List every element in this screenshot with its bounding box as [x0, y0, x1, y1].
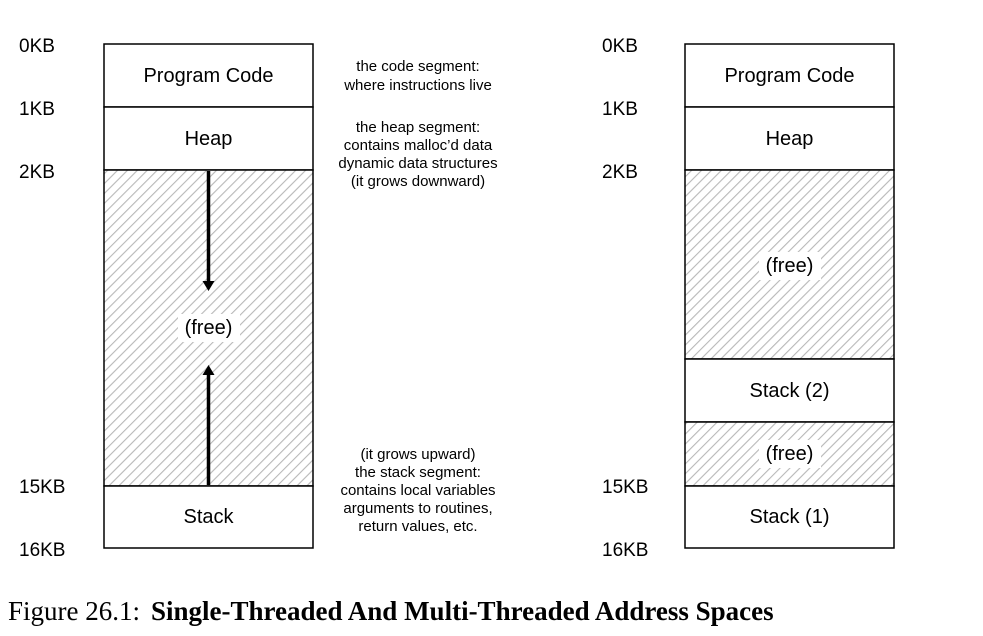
- annotation-line: the stack segment:: [355, 464, 481, 481]
- annotation-line: where instructions live: [343, 77, 492, 94]
- free-label-background: [759, 440, 821, 468]
- address-label-16kb: 16KB: [602, 540, 648, 561]
- annotation-line: arguments to routines,: [343, 500, 492, 517]
- heap-segment-label: Heap: [185, 128, 233, 150]
- address-label-15kb: 15KB: [602, 477, 648, 498]
- address-label-2kb: 2KB: [602, 162, 638, 183]
- heap-segment: [103, 106, 314, 171]
- code-segment: [684, 43, 895, 108]
- stack-2-segment: [684, 358, 895, 423]
- annotation-line: contains malloc’d data: [344, 137, 493, 154]
- stack-2-segment-label: Stack (2): [749, 380, 829, 402]
- annotation-line: the code segment:: [356, 58, 479, 75]
- address-label-0kb: 0KB: [19, 36, 55, 57]
- free-region-label: (free): [185, 317, 233, 339]
- annotation-line: return values, etc.: [358, 518, 477, 535]
- figure-caption: Figure 26.1: Single-Threaded And Multi-T…: [8, 596, 774, 626]
- multi-threaded-address-space: 0KB 1KB 2KB 15KB 16KB Program Code Heap …: [602, 36, 895, 561]
- stack-1-segment-label: Stack (1): [749, 506, 829, 528]
- address-label-15kb: 15KB: [19, 477, 65, 498]
- heap-segment-label: Heap: [766, 128, 814, 150]
- free-label-background: [178, 314, 240, 342]
- heap-segment-annotation: the heap segment: contains malloc’d data…: [338, 119, 497, 190]
- address-label-1kb: 1KB: [19, 99, 55, 120]
- free-label-background: [759, 252, 821, 280]
- annotation-line: contains local variables: [340, 482, 495, 499]
- heap-segment: [684, 106, 895, 171]
- caption-title: Single-Threaded And Multi-Threaded Addre…: [151, 596, 774, 626]
- stack-segment-annotation: (it grows upward) the stack segment: con…: [340, 446, 495, 535]
- free-region-lower-label: (free): [766, 443, 814, 465]
- address-label-2kb: 2KB: [19, 162, 55, 183]
- code-segment-label: Program Code: [724, 65, 854, 87]
- caption-text: Figure 26.1: Single-Threaded And Multi-T…: [8, 596, 774, 626]
- single-threaded-address-space: 0KB 1KB 2KB 15KB 16KB Program Code Heap …: [19, 36, 498, 561]
- annotation-line: (it grows downward): [351, 173, 485, 190]
- address-label-1kb: 1KB: [602, 99, 638, 120]
- annotation-line: the heap segment:: [356, 119, 480, 136]
- annotation-line: dynamic data structures: [338, 155, 497, 172]
- address-label-0kb: 0KB: [602, 36, 638, 57]
- code-segment-annotation: the code segment: where instructions liv…: [343, 58, 492, 94]
- stack-1-segment: [684, 485, 895, 549]
- address-label-16kb: 16KB: [19, 540, 65, 561]
- stack-segment: [103, 485, 314, 549]
- code-segment-label: Program Code: [143, 65, 273, 87]
- caption-number: Figure 26.1:: [8, 596, 140, 626]
- code-segment: [103, 43, 314, 108]
- annotation-line: (it grows upward): [360, 446, 475, 463]
- free-region-upper-label: (free): [766, 255, 814, 277]
- stack-segment-label: Stack: [183, 506, 234, 528]
